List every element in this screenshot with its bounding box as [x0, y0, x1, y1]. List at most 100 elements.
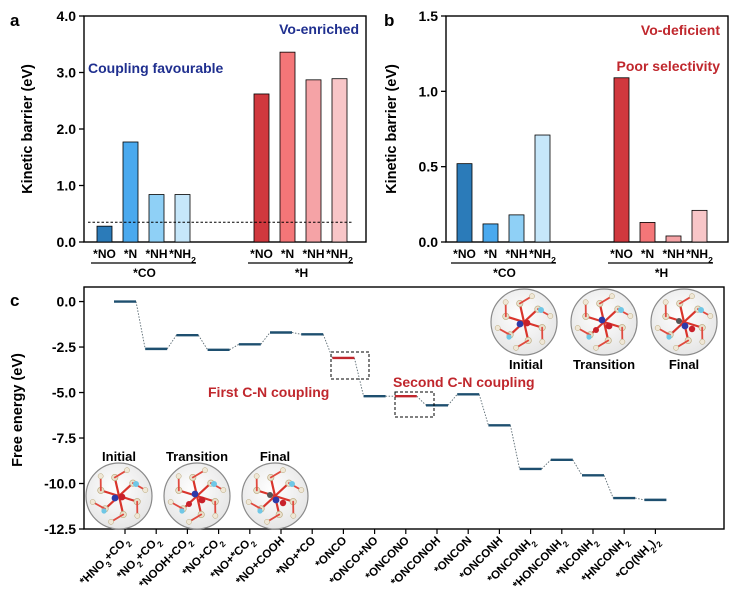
inset-right-initial-structure [490, 288, 558, 356]
inset-right-transition-structure [570, 288, 638, 356]
energy-connector [198, 334, 208, 351]
panel-label-b: b [384, 11, 394, 30]
panel-a-category-label: *N [281, 247, 294, 261]
energy-connector [572, 459, 583, 476]
panel-b-ytick-label: 1.5 [419, 8, 439, 24]
panel-b-category-label: *NH2 [686, 247, 713, 265]
panel-b-ytick-label: 1.0 [419, 83, 439, 99]
panel-b-group-label: *CO [493, 266, 516, 280]
energy-connector [135, 301, 146, 349]
panel-a-ytick-label: 1.0 [57, 178, 77, 194]
panel-a-bar [174, 194, 191, 243]
inset-left-initial-structure [85, 462, 153, 530]
panel-c-ytick-label: -2.5 [52, 339, 76, 355]
panel-a-chart: Kinetic barrier (eV) 0.0 1.0 2.0 3.0 4.0 *NO… [20, 8, 367, 280]
panel-a-category-label: *NH2 [326, 247, 353, 265]
panel-a-category-label: *NO [93, 247, 116, 261]
panel-b-annotation-selectivity: Poor selectivity [617, 58, 721, 74]
panel-b-category-label: *NH2 [529, 247, 556, 265]
inset-right-transition-label: Transition [573, 357, 635, 372]
panel-a-ytick-label: 3.0 [57, 65, 77, 81]
panel-a-bar [305, 79, 322, 243]
panel-a-ytick-label: 2.0 [57, 121, 77, 137]
panel-b-bar [665, 235, 682, 243]
panel-a-category-label: *NH2 [169, 247, 196, 265]
panel-a-bar [279, 51, 296, 243]
panel-b-chart: Kinetic barrier (eV) 0.00.51.01.5 *NO *N *… [384, 8, 729, 280]
panel-b-ytick-label: 0.5 [419, 159, 439, 175]
annotation-first-coupling: First C-N coupling [208, 384, 329, 400]
inset-structures-right: Initial Transition Final [490, 288, 718, 372]
inset-right-final-label: Final [669, 357, 699, 372]
panel-a-bar [96, 225, 113, 243]
panel-c-ytick-label: -10.0 [44, 476, 76, 492]
inset-left-initial-label: Initial [102, 449, 136, 464]
energy-connector [416, 395, 427, 406]
panel-c-ylabel: Free energy (eV) [10, 353, 26, 467]
inset-structures-left: Initial Transition Final [85, 449, 309, 530]
energy-connector [229, 343, 240, 351]
panel-a-bar [253, 93, 270, 243]
panel-b-ytick-label: 0.0 [419, 234, 439, 250]
panel-b-category-label: *NH [505, 247, 527, 261]
panel-b-bar [613, 77, 630, 243]
panel-c-ytick-label: -7.5 [52, 430, 76, 446]
panel-a-category-label: *N [124, 247, 137, 261]
panel-b-bar [639, 222, 656, 243]
panel-b-bar [534, 134, 551, 243]
panel-b-category-label: *NO [610, 247, 633, 261]
panel-b-ylabel: Kinetic barrier (eV) [384, 64, 400, 194]
panel-c-ytick-label: -12.5 [44, 521, 76, 537]
panel-a-group-label: *CO [133, 266, 156, 280]
panel-b-category-label: *NO [453, 247, 476, 261]
energy-connector [291, 332, 302, 335]
energy-connector [353, 357, 365, 397]
energy-connector [541, 459, 552, 470]
panel-a-group-label: *H [295, 266, 308, 280]
annotation-second-coupling: Second C-N coupling [393, 374, 535, 390]
panel-a-bar [122, 141, 139, 243]
panel-b-group-label: *H [655, 266, 668, 280]
panel-b-category-label: *N [484, 247, 497, 261]
panel-c-ytick-label: 0.0 [57, 294, 77, 310]
panel-c-frame [83, 286, 725, 530]
panel-b-bar [482, 223, 499, 243]
panel-a-annotation-coupling: Coupling favourable [88, 60, 224, 76]
panel-b-frame [445, 15, 729, 243]
panel-b-bar [508, 214, 525, 243]
inset-left-transition-structure [163, 462, 231, 530]
panel-label-c: c [10, 291, 19, 310]
energy-connector [260, 332, 271, 345]
panel-label-a: a [10, 11, 20, 30]
inset-right-initial-label: Initial [509, 357, 543, 372]
panel-b-category-label: *NH [662, 247, 684, 261]
first-coupling-box [330, 351, 370, 380]
panel-b-category-label: *N [641, 247, 654, 261]
panel-a-category-label: *NO [250, 247, 273, 261]
panel-a-ylabel: Kinetic barrier (eV) [20, 64, 36, 194]
energy-connector [166, 334, 177, 350]
panel-b-bar [691, 209, 708, 243]
energy-connector [603, 475, 614, 499]
panel-c-chart: Free energy (eV) 0.0 -2.5 -5.0 -7.5 -10.0 -12… [10, 286, 725, 592]
energy-connector [478, 394, 489, 426]
energy-connector [509, 425, 521, 470]
panel-b-annotation-vo-deficient: Vo-deficient [641, 22, 720, 38]
panel-c-ytick-label: -5.0 [52, 385, 76, 401]
energy-connector [635, 497, 645, 501]
inset-right-final-structure [650, 288, 718, 356]
panel-a-category-label: *NH [145, 247, 167, 261]
second-coupling-box [394, 391, 435, 418]
panel-a-ytick-label: 0.0 [57, 234, 77, 250]
inset-left-final-label: Final [260, 449, 290, 464]
panel-a-annotation-vo-enriched: Vo-enriched [279, 21, 359, 37]
panel-a-bar [148, 194, 165, 243]
inset-left-final-structure [241, 462, 309, 530]
panel-b-bar [456, 163, 473, 243]
panel-a-category-label: *NH [302, 247, 324, 261]
panel-a-bar [331, 78, 348, 243]
energy-connector [447, 394, 458, 406]
inset-left-transition-label: Transition [166, 449, 228, 464]
panel-a-ytick-label: 4.0 [57, 8, 77, 24]
